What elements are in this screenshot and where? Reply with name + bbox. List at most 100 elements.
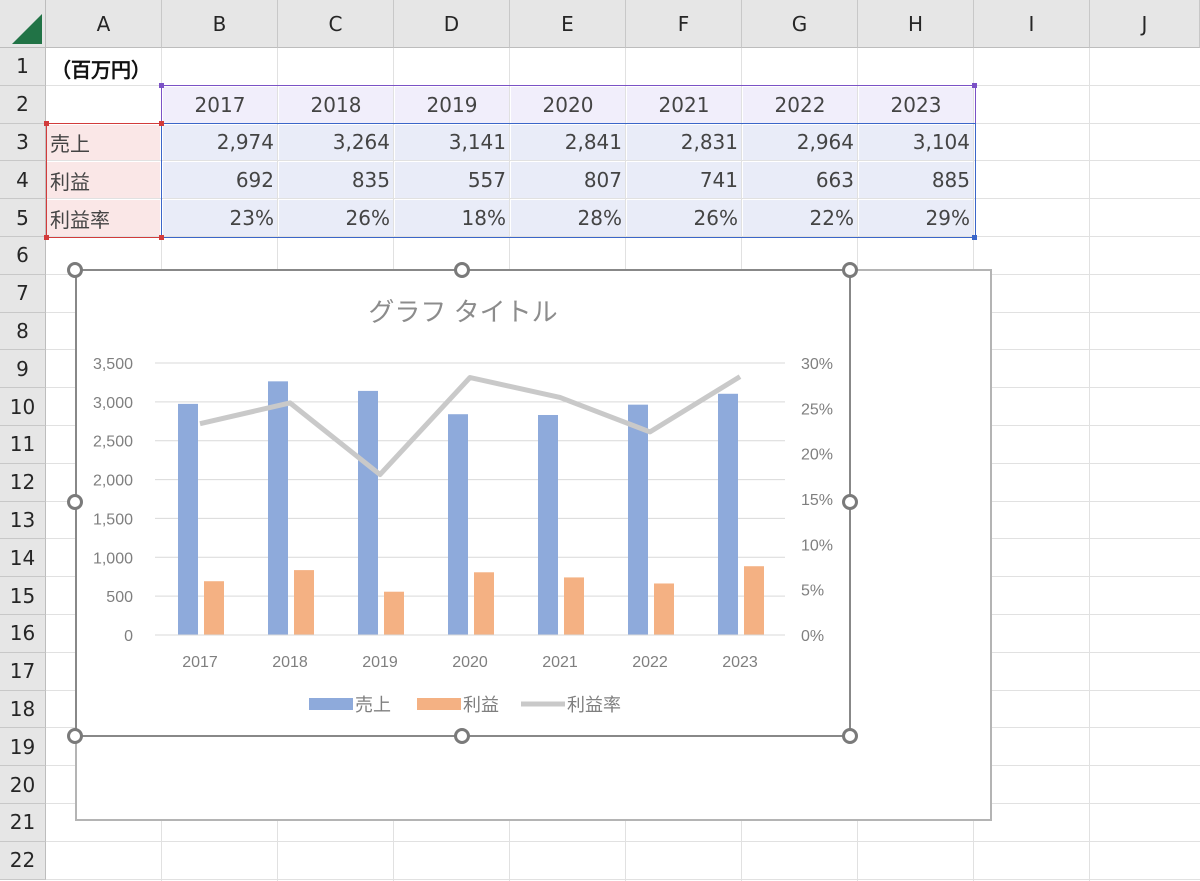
value-cell[interactable]: 835	[279, 162, 393, 199]
bar-利益[interactable]	[294, 570, 314, 635]
row-header-1[interactable]: 1	[0, 48, 46, 86]
row-header-13[interactable]: 13	[0, 501, 46, 540]
column-header-g[interactable]: G	[742, 0, 858, 48]
row-header-21[interactable]: 21	[0, 804, 46, 842]
year-header-cell[interactable]: 2018	[279, 86, 393, 123]
empty-header-cell[interactable]	[47, 86, 161, 123]
row-header-18[interactable]: 18	[0, 690, 46, 729]
resize-handle-middle-left[interactable]	[67, 494, 83, 510]
row-header-15[interactable]: 15	[0, 577, 46, 615]
resize-handle-top-center[interactable]	[454, 262, 470, 278]
column-header-h[interactable]: H	[858, 0, 974, 48]
column-header-d[interactable]: D	[394, 0, 510, 48]
row-label-cell[interactable]: 利益率	[47, 200, 160, 236]
bar-利益[interactable]	[564, 577, 584, 635]
select-all-corner[interactable]	[0, 0, 46, 48]
resize-handle-bottom-center[interactable]	[454, 728, 470, 744]
column-header-f[interactable]: F	[626, 0, 742, 48]
bar-売上[interactable]	[268, 381, 288, 635]
row-label-cell[interactable]: 利益	[47, 162, 160, 199]
value-cell[interactable]: 26%	[627, 200, 741, 236]
column-header-i[interactable]: I	[974, 0, 1090, 48]
row-header-8[interactable]: 8	[0, 312, 46, 351]
row-header-16[interactable]: 16	[0, 615, 46, 653]
row-header-2[interactable]: 2	[0, 85, 46, 124]
range-handle[interactable]	[972, 83, 977, 88]
value-cell[interactable]: 29%	[859, 200, 973, 236]
bar-売上[interactable]	[358, 390, 378, 635]
value-cell[interactable]: 22%	[743, 200, 857, 236]
value-cell[interactable]: 3,141	[395, 124, 509, 161]
value-cell[interactable]: 663	[743, 162, 857, 199]
legend-label[interactable]: 利益	[463, 695, 499, 715]
bar-売上[interactable]	[538, 414, 558, 635]
column-header-c[interactable]: C	[278, 0, 394, 48]
range-handle[interactable]	[44, 121, 49, 126]
legend-label[interactable]: 売上	[355, 695, 391, 715]
value-cell[interactable]: 741	[627, 162, 741, 199]
bar-売上[interactable]	[448, 414, 468, 635]
bar-売上[interactable]	[178, 403, 198, 635]
bar-利益[interactable]	[744, 566, 764, 635]
value-cell[interactable]: 692	[163, 162, 277, 199]
resize-handle-top-left[interactable]	[67, 262, 83, 278]
row-header-17[interactable]: 17	[0, 652, 46, 691]
year-header-cell[interactable]: 2022	[743, 86, 857, 123]
range-handle[interactable]	[972, 235, 977, 240]
column-header-b[interactable]: B	[162, 0, 278, 48]
row-header-4[interactable]: 4	[0, 161, 46, 200]
row-header-22[interactable]: 22	[0, 841, 46, 880]
value-cell[interactable]: 23%	[163, 200, 277, 236]
bar-利益[interactable]	[474, 572, 494, 635]
combo-chart[interactable]: グラフ タイトル 0 500 1,000 1,500 2,000 2,500 3,000 3,…	[77, 271, 849, 735]
range-handle[interactable]	[159, 83, 164, 88]
bar-利益[interactable]	[384, 591, 404, 635]
row-header-14[interactable]: 14	[0, 539, 46, 578]
year-header-cell[interactable]: 2021	[627, 86, 741, 123]
line-利益率[interactable]	[199, 374, 742, 478]
legend-label[interactable]: 利益率	[567, 695, 621, 715]
row-header-10[interactable]: 10	[0, 388, 46, 426]
bar-利益[interactable]	[654, 583, 674, 635]
value-cell[interactable]: 28%	[511, 200, 625, 236]
year-header-cell[interactable]: 2017	[163, 86, 277, 123]
row-label-cell[interactable]: 売上	[47, 124, 160, 161]
row-header-3[interactable]: 3	[0, 123, 46, 162]
year-header-cell[interactable]: 2020	[511, 86, 625, 123]
column-header-j[interactable]: J	[1090, 0, 1200, 48]
value-cell[interactable]: 807	[511, 162, 625, 199]
value-cell[interactable]: 2,841	[511, 124, 625, 161]
value-cell[interactable]: 18%	[395, 200, 509, 236]
range-handle[interactable]	[159, 121, 164, 126]
chart-title[interactable]: グラフ タイトル	[368, 297, 557, 327]
row-header-6[interactable]: 6	[0, 237, 46, 275]
value-cell[interactable]: 2,974	[163, 124, 277, 161]
bar-売上[interactable]	[628, 404, 648, 635]
row-header-9[interactable]: 9	[0, 350, 46, 389]
row-header-5[interactable]: 5	[0, 199, 46, 237]
value-cell[interactable]: 3,104	[859, 124, 973, 161]
year-header-cell[interactable]: 2023	[859, 86, 973, 123]
row-header-12[interactable]: 12	[0, 463, 46, 502]
resize-handle-bottom-left[interactable]	[67, 728, 83, 744]
column-header-a[interactable]: A	[46, 0, 162, 48]
resize-handle-top-right[interactable]	[842, 262, 858, 278]
chart-object[interactable]: グラフ タイトル 0 500 1,000 1,500 2,000 2,500 3,000 3,…	[75, 269, 851, 737]
value-cell[interactable]: 885	[859, 162, 973, 199]
value-cell[interactable]: 2,964	[743, 124, 857, 161]
bar-利益[interactable]	[204, 581, 224, 635]
range-handle[interactable]	[159, 235, 164, 240]
value-cell[interactable]: 26%	[279, 200, 393, 236]
column-header-e[interactable]: E	[510, 0, 626, 48]
value-cell[interactable]: 2,831	[627, 124, 741, 161]
range-handle[interactable]	[44, 235, 49, 240]
unit-label-cell[interactable]: （百万円）	[51, 57, 151, 82]
resize-handle-middle-right[interactable]	[842, 494, 858, 510]
value-cell[interactable]: 557	[395, 162, 509, 199]
value-cell[interactable]: 3,264	[279, 124, 393, 161]
row-header-20[interactable]: 20	[0, 766, 46, 804]
resize-handle-bottom-right[interactable]	[842, 728, 858, 744]
row-header-19[interactable]: 19	[0, 728, 46, 767]
bar-売上[interactable]	[718, 393, 738, 635]
row-header-7[interactable]: 7	[0, 274, 46, 313]
